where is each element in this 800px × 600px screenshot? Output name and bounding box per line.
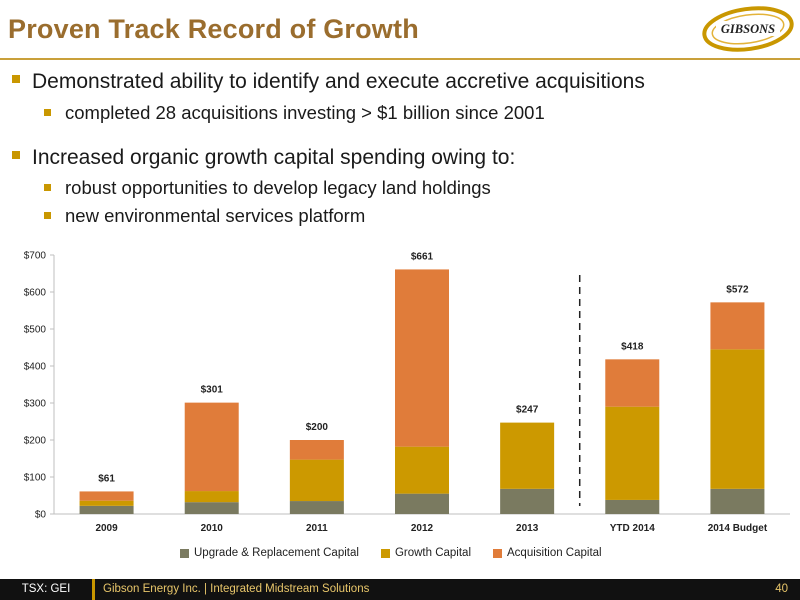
bar-segment <box>500 488 555 514</box>
total-label: $247 <box>516 405 539 416</box>
bar-segment <box>289 501 344 514</box>
bar-segment <box>395 446 449 494</box>
bar-segment <box>605 499 660 514</box>
y-tick-label: $400 <box>24 362 47 373</box>
bar-segment <box>710 302 765 350</box>
bar-segment <box>289 440 344 460</box>
total-label: $61 <box>98 473 115 484</box>
bar-segment <box>605 406 660 500</box>
legend-item-acquisition: Acquisition Capital <box>493 547 602 559</box>
x-tick-label: 2011 <box>306 523 328 534</box>
bullet-text: Demonstrated ability to identify and exe… <box>32 70 645 93</box>
sub-bullet-item: completed 28 acquisitions investing > $1… <box>44 102 545 124</box>
bar-segment <box>184 491 239 503</box>
total-label: $301 <box>201 385 224 396</box>
legend-swatch <box>493 548 502 558</box>
bar-segment <box>395 269 449 447</box>
sub-bullet-text: new environmental services platform <box>65 205 366 226</box>
legend-item-upgrade: Upgrade & Replacement Capital <box>180 547 359 559</box>
bar-segment <box>79 491 134 501</box>
bar-segment <box>289 459 344 502</box>
y-tick-label: $0 <box>35 510 47 521</box>
y-tick-label: $600 <box>24 288 47 299</box>
bar-segment <box>605 359 660 407</box>
total-label: $661 <box>411 251 434 262</box>
y-tick-label: $100 <box>24 473 47 484</box>
legend-swatch <box>180 548 189 558</box>
bar-segment <box>395 493 449 514</box>
gibsons-logo: GIBSONS <box>702 6 794 52</box>
y-tick-label: $300 <box>24 399 47 410</box>
footer-ticker: TSX: GEI <box>21 583 71 595</box>
bar-segment <box>184 502 239 514</box>
total-label: $418 <box>621 341 644 352</box>
page-title: Proven Track Record of Growth <box>8 14 419 44</box>
bullet-text: Increased organic growth capital spendin… <box>32 146 516 169</box>
bullet-square-icon <box>44 211 51 219</box>
sub-bullet-item: robust opportunities to develop legacy l… <box>44 177 491 199</box>
legend-label: Acquisition Capital <box>507 547 602 559</box>
legend-label: Upgrade & Replacement Capital <box>194 547 359 559</box>
bar-segment <box>79 505 134 514</box>
logo-swoosh-icon <box>702 6 794 52</box>
bar-segment <box>710 349 765 489</box>
x-tick-label: YTD 2014 <box>610 523 655 534</box>
y-tick-label: $500 <box>24 325 47 336</box>
bullet-square-icon <box>12 151 20 160</box>
bullet-square-icon <box>44 108 51 116</box>
capital-chart: $0 $100 $200 $300 $400 $500 $600 $700 $61 2009 $30… <box>24 251 790 534</box>
footer-bar: TSX: GEI Gibson Energy Inc. | Integrated… <box>0 579 800 600</box>
sub-bullet-text: completed 28 acquisitions investing > $1… <box>65 102 545 123</box>
footer-company: Gibson Energy Inc. | Integrated Midstrea… <box>103 583 370 595</box>
x-tick-label: 2014 Budget <box>708 523 768 534</box>
bar-segment <box>184 402 239 492</box>
sub-bullet-item: new environmental services platform <box>44 205 365 227</box>
x-tick-label: 2013 <box>516 523 539 534</box>
bullet-square-icon <box>12 75 20 84</box>
y-tick-label: $200 <box>24 436 47 447</box>
legend-swatch <box>380 548 390 558</box>
bar-segment <box>710 488 765 514</box>
logo-text: GIBSONS <box>721 22 775 36</box>
bar-segment <box>500 422 555 489</box>
page-number: 40 <box>775 583 788 595</box>
x-tick-label: 2010 <box>201 523 224 534</box>
chart-legend: Upgrade & Replacement Capital Growth Cap… <box>180 544 602 562</box>
x-tick-label: 2012 <box>411 523 434 534</box>
sub-bullet-text: robust opportunities to develop legacy l… <box>65 177 491 198</box>
x-tick-label: 2009 <box>95 523 118 534</box>
bullet-square-icon <box>44 183 51 191</box>
total-label: $572 <box>726 284 749 295</box>
bullet-item: Demonstrated ability to identify and exe… <box>12 70 645 94</box>
footer-separator <box>92 579 95 600</box>
bullet-item: Increased organic growth capital spendin… <box>12 146 515 170</box>
legend-label: Growth Capital <box>394 547 471 559</box>
bar-segment <box>79 500 134 506</box>
total-label: $200 <box>306 422 329 433</box>
title-divider <box>0 58 800 60</box>
y-tick-label: $700 <box>24 251 47 262</box>
legend-item-growth: Growth Capital <box>380 547 471 559</box>
